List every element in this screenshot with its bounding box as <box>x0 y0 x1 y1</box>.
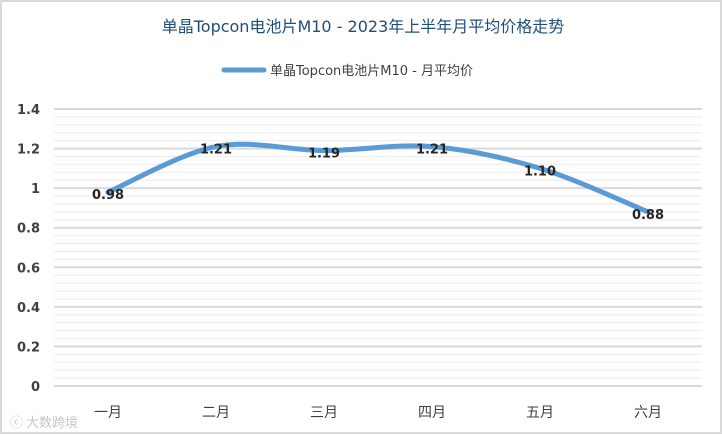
y-tick-label: 1.2 <box>17 143 40 158</box>
watermark-text: 大数跨境 <box>26 416 78 431</box>
legend: 单晶Topcon电池片M10 - 月平均价 <box>221 64 473 79</box>
y-tick-label: 1 <box>31 182 40 197</box>
data-label: 1.10 <box>524 164 556 179</box>
x-category-label: 二月 <box>202 405 230 421</box>
y-tick-label: 0.4 <box>17 301 40 316</box>
x-category-label: 五月 <box>526 405 554 421</box>
y-tick-label: 0.6 <box>17 261 40 276</box>
y-tick-label: 0 <box>31 380 40 395</box>
watermark-logo-icon: ⓒ <box>10 416 23 431</box>
x-category-label: 一月 <box>94 405 122 421</box>
data-label: 1.21 <box>200 143 232 158</box>
y-tick-label: 0.8 <box>17 222 40 237</box>
watermark: ⓒ 大数跨境 <box>10 416 78 431</box>
x-category-label: 三月 <box>310 405 338 421</box>
x-category-label: 四月 <box>418 405 446 421</box>
y-tick-label: 1.4 <box>17 103 40 118</box>
chart-title: 单晶Topcon电池片M10 - 2023年上半年月平均价格走势 <box>162 17 565 36</box>
data-label: 0.88 <box>632 208 664 223</box>
data-label: 1.19 <box>308 147 340 162</box>
data-label: 1.21 <box>416 143 448 158</box>
data-label: 0.98 <box>92 188 124 203</box>
legend-label: 单晶Topcon电池片M10 - 月平均价 <box>270 64 473 79</box>
x-category-label: 六月 <box>634 405 662 421</box>
series-line <box>105 141 651 215</box>
y-tick-label: 0.2 <box>17 340 40 355</box>
